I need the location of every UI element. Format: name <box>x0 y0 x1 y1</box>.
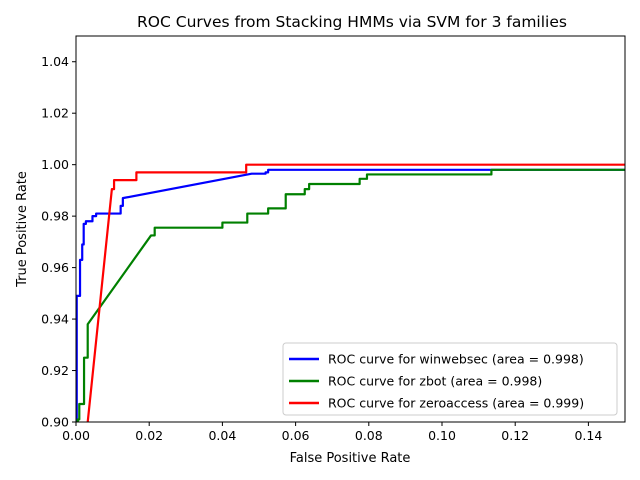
x-tick-label: 0.14 <box>574 428 602 443</box>
legend-label-zeroaccess: ROC curve for zeroaccess (area = 0.999) <box>328 396 584 411</box>
x-tick-label: 0.08 <box>355 428 383 443</box>
series-layer <box>76 163 625 422</box>
y-tick-label: 0.96 <box>41 260 69 275</box>
x-tick-label: 0.04 <box>208 428 236 443</box>
plot-frame <box>75 35 626 423</box>
y-tick-label: 0.92 <box>41 363 69 378</box>
y-tick-label: 1.02 <box>41 106 69 121</box>
legend-label-winwebsec: ROC curve for winwebsec (area = 0.998) <box>328 352 584 367</box>
y-tick-label: 1.04 <box>41 54 69 69</box>
legend-box <box>282 342 618 416</box>
y-axis-ticks: 0.90 0.92 0.94 0.96 0.98 1.00 1.02 1.04 <box>41 54 76 430</box>
y-tick-label: 1.00 <box>41 157 69 172</box>
legend-label-zbot: ROC curve for zbot (area = 0.998) <box>328 374 542 389</box>
x-tick-label: 0.12 <box>501 428 529 443</box>
series-line-zeroaccess <box>86 163 625 422</box>
legend: ROC curve for winwebsec (area = 0.998) RO… <box>282 342 618 416</box>
y-tick-label: 0.90 <box>41 415 69 430</box>
x-tick-label: 0.02 <box>135 428 163 443</box>
y-tick-label: 0.98 <box>41 209 69 224</box>
series-line-zbot <box>76 168 625 422</box>
y-axis-label: True Positive Rate <box>15 171 30 288</box>
x-tick-label: 0.06 <box>282 428 310 443</box>
series-line-winwebsec <box>76 168 625 422</box>
y-tick-label: 0.94 <box>41 312 69 327</box>
x-axis-ticks: 0.00 0.02 0.04 0.06 0.08 0.10 0.12 0.14 <box>62 422 602 443</box>
x-tick-label: 0.00 <box>62 428 90 443</box>
x-tick-label: 0.10 <box>428 428 456 443</box>
x-axis-label: False Positive Rate <box>290 451 411 466</box>
chart-title: ROC Curves from Stacking HMMs via SVM fo… <box>137 13 567 31</box>
